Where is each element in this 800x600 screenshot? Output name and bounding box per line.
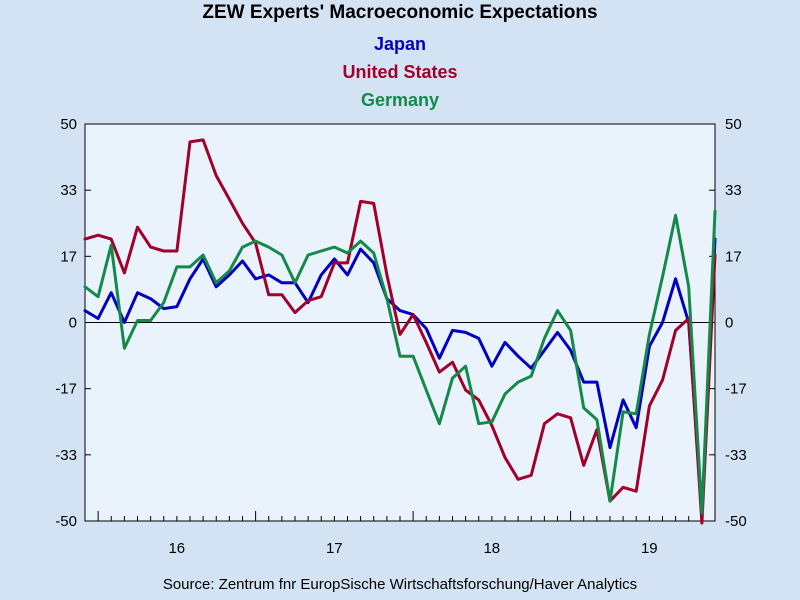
y-tick-label-left: 50	[60, 116, 77, 133]
source-note: Source: Zentrum fnr EuropSische Wirtscha…	[162, 576, 638, 593]
y-tick-label-right: 0	[725, 315, 733, 332]
y-tick-label-left: 33	[60, 182, 77, 199]
series-line-germany	[83, 209, 717, 515]
y-tick-label-right: 17	[725, 248, 742, 265]
y-tick-label-left: -50	[55, 513, 77, 530]
y-tick-label-left: 0	[69, 315, 77, 332]
y-tick-label-right: 33	[725, 182, 742, 199]
x-tick-label: 17	[326, 540, 343, 557]
legend-germany: Germany	[360, 90, 440, 110]
series-line-japan	[83, 237, 717, 515]
x-tick-label: 19	[641, 540, 658, 557]
y-tick-label-right: -17	[725, 381, 747, 398]
y-tick-label-right: -33	[725, 447, 747, 464]
legend-united-states: United States	[342, 62, 458, 82]
y-tick-label-left: 17	[60, 248, 77, 265]
chart-title: ZEW Experts' Macroeconomic Expectations	[202, 2, 598, 23]
x-tick-label: 18	[483, 540, 500, 557]
x-tick-label: 16	[168, 540, 185, 557]
y-tick-label-left: -33	[55, 447, 77, 464]
y-tick-label-right: -50	[725, 513, 747, 530]
y-tick-label-left: -17	[55, 381, 77, 398]
legend-japan: Japan	[373, 34, 427, 54]
y-tick-label-right: 50	[725, 116, 742, 133]
